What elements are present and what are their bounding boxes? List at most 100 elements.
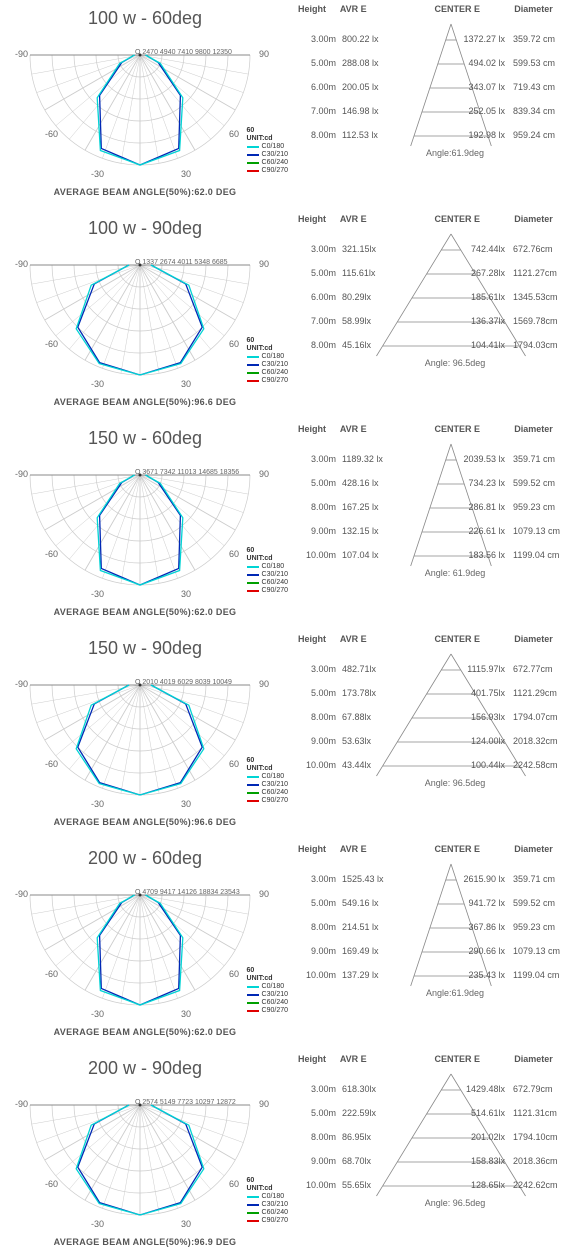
cell-diameter: 1794.10cm <box>513 1132 573 1142</box>
cell-centere: 226.61 lx <box>433 526 513 536</box>
cell-avre: 80.29lx <box>338 292 433 302</box>
cell-diameter: 1345.53cm <box>513 292 573 302</box>
table-row: 9.00m53.63lx124.00lx2018.32cm <box>296 736 574 746</box>
legend-item: C0/180 <box>247 1193 288 1200</box>
cell-diameter: 1794.03cm <box>513 340 573 350</box>
cell-avre: 222.59lx <box>338 1108 433 1118</box>
legend-swatch <box>247 800 259 802</box>
cell-avre: 1189.32 lx <box>338 454 433 464</box>
panel-title: 150 w - 90deg <box>4 638 286 659</box>
polar-angle-label: -90 <box>15 469 28 479</box>
table-row: 3.00m1189.32 lx2039.53 lx359.71 cm <box>296 454 574 464</box>
polar-chart-container: 306090-90-60-30O 3671 7342 11013 14685 1… <box>15 455 275 605</box>
polar-tick-labels: O 2574 5149 7723 10297 12872 <box>135 1099 236 1106</box>
table-row: 10.00m137.29 lx235.43 lx1199.04 cm <box>296 970 574 980</box>
polar-angle-label: -30 <box>91 379 104 389</box>
col-avre: AVR E <box>340 4 435 14</box>
polar-legend: 60UNIT:cdC0/180C30/210C60/240C90/270 <box>247 1177 288 1225</box>
cell-diameter: 959.23 cm <box>513 502 573 512</box>
legend-label: C0/180 <box>262 563 285 570</box>
table-row: 9.00m68.70lx158.83lx2018.36cm <box>296 1156 574 1166</box>
beam-angle-text: AVERAGE BEAM ANGLE(50%):96.6 DEG <box>4 817 286 827</box>
polar-legend-header: 60 <box>247 967 288 974</box>
cell-diameter: 2018.32cm <box>513 736 573 746</box>
table-row: 5.00m549.16 lx941.72 lx599.52 cm <box>296 898 574 908</box>
legend-swatch <box>247 1010 259 1012</box>
table-row: 5.00m115.61lx267.28lx1121.27cm <box>296 268 574 278</box>
legend-label: C90/270 <box>262 1217 288 1224</box>
cell-diameter: 1569.78cm <box>513 316 573 326</box>
polar-angle-label: 90 <box>259 469 269 479</box>
cell-height: 5.00m <box>296 268 338 278</box>
photometric-panel: 150 w - 90deg306090-90-60-30O 2010 4019 … <box>0 630 580 832</box>
beam-diagram: 3.00m321.15lx742.44lx672.76cm5.00m115.61… <box>296 226 574 356</box>
illuminance-table-header: HeightAVR ECENTER EDiameter <box>296 634 574 644</box>
cell-diameter: 359.71 cm <box>513 454 573 464</box>
polar-unit-label: UNIT:cd <box>247 555 288 562</box>
legend-item: C30/210 <box>247 361 288 368</box>
legend-label: C0/180 <box>262 353 285 360</box>
cell-height: 8.00m <box>296 1132 338 1142</box>
cell-avre: 169.49 lx <box>338 946 433 956</box>
cell-height: 3.00m <box>296 1084 338 1094</box>
table-row: 3.00m618.30lx1429.48lx672.79cm <box>296 1084 574 1094</box>
legend-swatch <box>247 1204 259 1206</box>
cell-avre: 288.08 lx <box>338 58 433 68</box>
polar-angle-label: -60 <box>45 969 58 979</box>
col-diameter: Diameter <box>514 214 574 224</box>
polar-angle-label: -90 <box>15 49 28 59</box>
cell-height: 6.00m <box>296 292 338 302</box>
table-row: 9.00m132.15 lx226.61 lx1079.13 cm <box>296 526 574 536</box>
col-diameter: Diameter <box>514 1054 574 1064</box>
legend-label: C30/210 <box>262 151 288 158</box>
polar-tick-labels: O 4709 9417 14126 18834 23543 <box>135 889 240 896</box>
cell-height: 10.00m <box>296 970 338 980</box>
polar-legend-header: 60 <box>247 547 288 554</box>
col-avre: AVR E <box>340 214 435 224</box>
legend-label: C60/240 <box>262 579 288 586</box>
col-centere: CENTER E <box>435 634 515 644</box>
polar-angle-label: 30 <box>181 1009 191 1019</box>
legend-label: C0/180 <box>262 773 285 780</box>
table-row: 3.00m482.71lx1115.97lx672.77cm <box>296 664 574 674</box>
cell-diameter: 1794.07cm <box>513 712 573 722</box>
legend-label: C60/240 <box>262 789 288 796</box>
cell-avre: 115.61lx <box>338 268 433 278</box>
cell-height: 5.00m <box>296 898 338 908</box>
legend-swatch <box>247 1220 259 1222</box>
cell-height: 5.00m <box>296 1108 338 1118</box>
cell-diameter: 599.53 cm <box>513 58 573 68</box>
polar-angle-label: 60 <box>229 549 239 559</box>
polar-legend-header: 60 <box>247 127 288 134</box>
cell-avre: 146.98 lx <box>338 106 433 116</box>
polar-angle-label: -60 <box>45 1179 58 1189</box>
cell-avre: 137.29 lx <box>338 970 433 980</box>
legend-item: C30/210 <box>247 151 288 158</box>
cell-diameter: 2242.58cm <box>513 760 573 770</box>
polar-tick-labels: O 2010 4019 6029 8039 10049 <box>135 679 232 686</box>
table-row: 8.00m67.88lx156.93lx1794.07cm <box>296 712 574 722</box>
cell-centere: 100.44lx <box>433 760 513 770</box>
cell-avre: 86.95lx <box>338 1132 433 1142</box>
cell-centere: 128.65lx <box>433 1180 513 1190</box>
legend-label: C90/270 <box>262 1007 288 1014</box>
polar-angle-label: 60 <box>229 759 239 769</box>
table-row: 5.00m173.78lx401.75lx1121.29cm <box>296 688 574 698</box>
illuminance-table-header: HeightAVR ECENTER EDiameter <box>296 214 574 224</box>
polar-chart-container: 306090-90-60-30O 4709 9417 14126 18834 2… <box>15 875 275 1025</box>
legend-item: C30/210 <box>247 1201 288 1208</box>
legend-item: C30/210 <box>247 991 288 998</box>
col-centere: CENTER E <box>435 844 515 854</box>
beam-diagram: 3.00m1525.43 lx2615.90 lx359.71 cm5.00m5… <box>296 856 574 986</box>
cell-avre: 618.30lx <box>338 1084 433 1094</box>
polar-plot <box>15 455 275 595</box>
legend-item: C0/180 <box>247 353 288 360</box>
cell-diameter: 1199.04 cm <box>513 550 573 560</box>
cell-centere: 343.07 lx <box>433 82 513 92</box>
table-row: 5.00m428.16 lx734.23 lx599.52 cm <box>296 478 574 488</box>
cell-diameter: 2018.36cm <box>513 1156 573 1166</box>
cell-diameter: 959.23 cm <box>513 922 573 932</box>
col-diameter: Diameter <box>514 424 574 434</box>
cell-height: 9.00m <box>296 946 338 956</box>
illuminance-table-header: HeightAVR ECENTER EDiameter <box>296 1054 574 1064</box>
